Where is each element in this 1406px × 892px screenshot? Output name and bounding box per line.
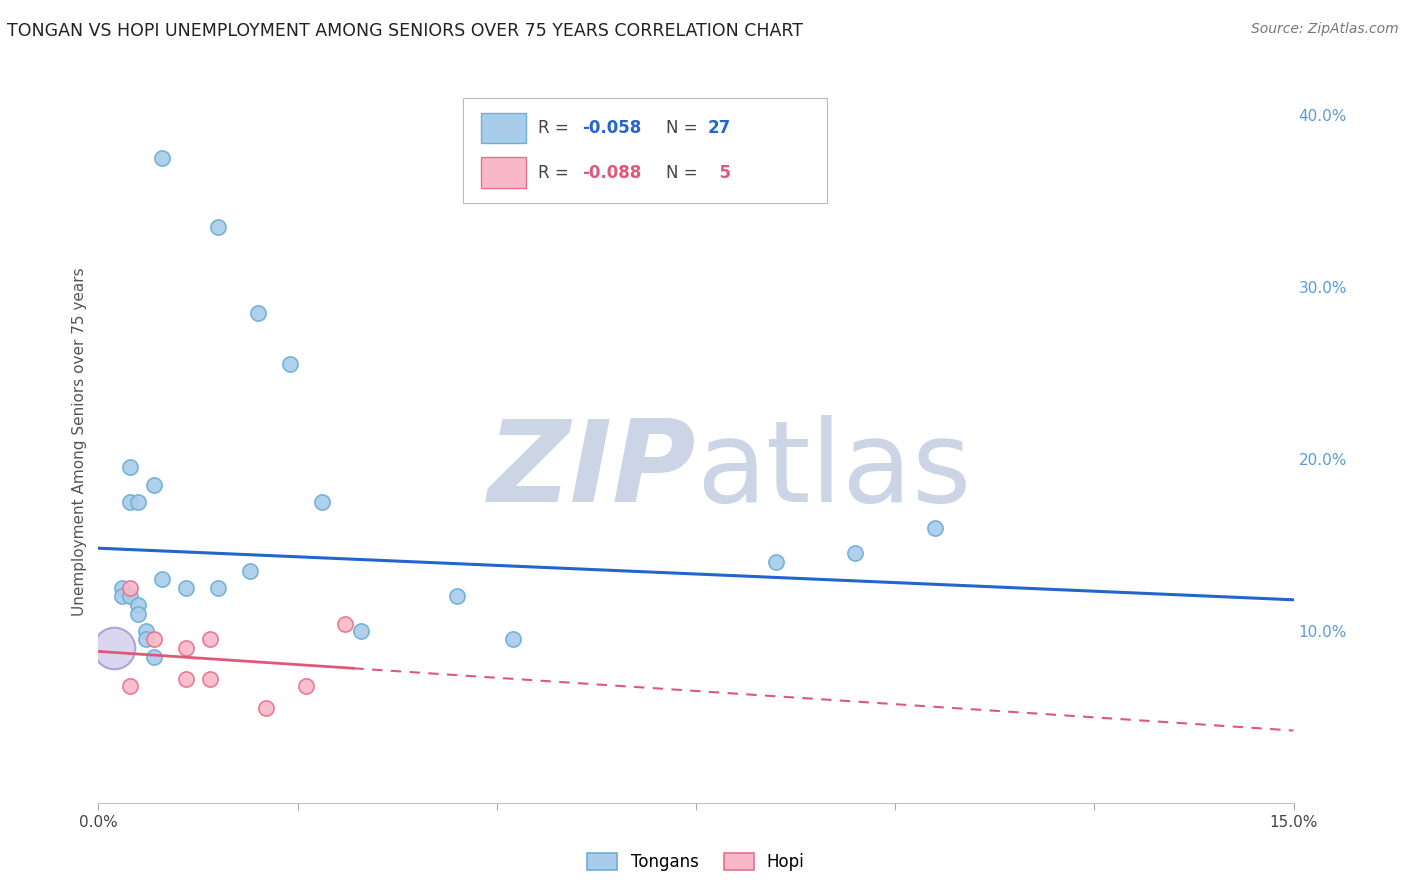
Point [150,151,173,165]
Point [120,494,142,508]
Point [174,581,197,595]
Text: N =: N = [666,119,703,136]
Point [174,672,197,686]
Point [127,598,149,612]
Point [198,632,221,647]
Text: atlas: atlas [696,415,972,526]
Text: -0.058: -0.058 [582,119,641,136]
Point [120,460,142,475]
Point [446,590,468,604]
Point [924,520,946,534]
Point [198,672,221,686]
FancyBboxPatch shape [463,98,827,203]
Point [135,632,157,647]
Point [294,679,316,693]
Point [311,494,333,508]
FancyBboxPatch shape [481,112,526,143]
Point [350,624,373,638]
Point [239,564,262,578]
Point [127,607,149,621]
Point [143,632,166,647]
Text: 5: 5 [709,163,731,182]
Point [120,679,142,693]
Text: R =: R = [538,119,574,136]
Y-axis label: Unemployment Among Seniors over 75 years: Unemployment Among Seniors over 75 years [72,268,87,615]
Text: ZIP: ZIP [488,415,696,526]
Point [150,572,173,586]
Point [246,305,269,319]
Point [135,624,157,638]
Point [254,701,277,715]
Point [335,616,357,631]
Point [120,590,142,604]
Text: 27: 27 [709,119,731,136]
Point [143,649,166,664]
Point [103,640,125,655]
Point [127,494,149,508]
Point [174,640,197,655]
FancyBboxPatch shape [481,158,526,188]
Text: TONGAN VS HOPI UNEMPLOYMENT AMONG SENIORS OVER 75 YEARS CORRELATION CHART: TONGAN VS HOPI UNEMPLOYMENT AMONG SENIOR… [7,22,803,40]
Text: Source: ZipAtlas.com: Source: ZipAtlas.com [1251,22,1399,37]
Point [844,546,866,560]
Point [207,581,229,595]
Legend: Tongans, Hopi: Tongans, Hopi [581,846,811,878]
Text: -0.088: -0.088 [582,163,641,182]
Point [207,219,229,234]
Point [502,632,524,647]
Text: N =: N = [666,163,703,182]
Point [120,581,142,595]
Point [278,357,301,371]
Point [143,477,166,491]
Point [765,555,787,569]
Point [111,590,134,604]
Text: R =: R = [538,163,574,182]
Point [111,581,134,595]
